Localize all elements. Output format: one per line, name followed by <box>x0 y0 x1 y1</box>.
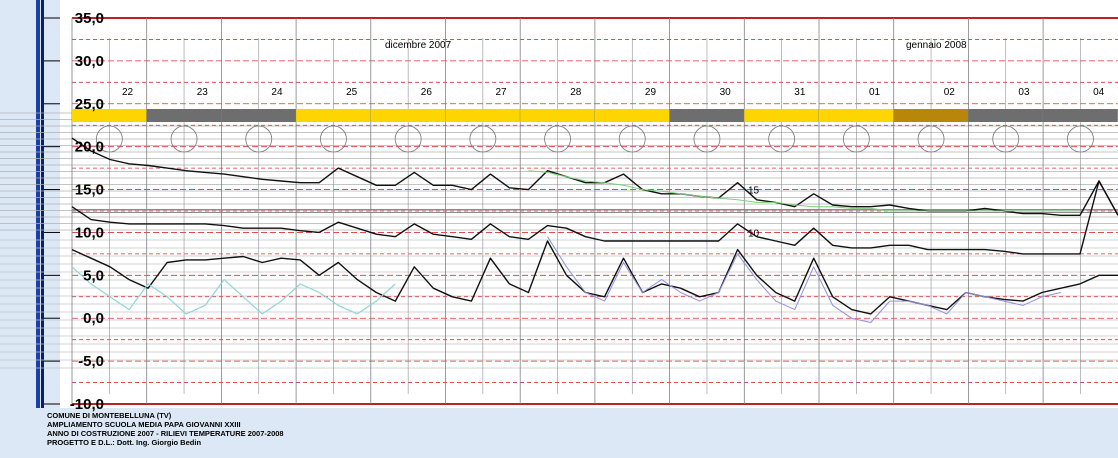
y-tick-label: -5,0 <box>78 353 104 370</box>
y-tick-label: 25,0 <box>75 96 104 113</box>
day-label: 01 <box>869 87 881 98</box>
day-status-bar <box>744 109 819 122</box>
day-marker-circle <box>394 125 422 153</box>
day-marker-circle <box>95 125 123 153</box>
day-marker-circle <box>1067 125 1094 153</box>
day-marker-circle <box>170 125 198 153</box>
series-line <box>71 180 1118 255</box>
day-marker-circle <box>693 125 721 153</box>
footer-line-designer: PROGETTO E D.L.: Dott. Ing. Giorgio Bedi… <box>47 438 202 447</box>
series-line <box>71 266 396 315</box>
day-label: 04 <box>1093 87 1105 98</box>
footer-credits: COMUNE DI MONTEBELLUNA (TV) AMPLIAMENTO … <box>47 411 284 447</box>
footer-line-project: AMPLIAMENTO SCUOLA MEDIA PAPA GIOVANNI X… <box>47 420 241 429</box>
day-status-bar <box>968 109 1044 122</box>
month-label: gennaio 2008 <box>906 40 967 51</box>
reference-value-label: 10 <box>748 228 760 239</box>
series-line <box>528 170 1080 212</box>
y-tick-label: 30,0 <box>75 53 104 70</box>
day-marker-circle <box>544 125 571 153</box>
day-marker-circle <box>842 125 870 153</box>
series-line <box>547 236 1062 323</box>
day-status-bar <box>445 109 521 122</box>
day-marker-circle <box>245 125 273 153</box>
y-tick-label: 35,0 <box>75 10 104 27</box>
day-label: 02 <box>944 87 956 98</box>
day-status-bar <box>370 109 446 122</box>
day-label: 03 <box>1018 87 1030 98</box>
day-status-bar <box>146 109 222 122</box>
day-label: 24 <box>271 87 283 98</box>
day-label: 28 <box>570 87 582 98</box>
day-status-bar <box>893 109 969 122</box>
y-tick-label: -10,0 <box>70 396 104 413</box>
y-tick-label: 15,0 <box>75 182 104 199</box>
footer-line-survey: ANNO DI COSTRUZIONE 2007 - RILIEVI TEMPE… <box>47 429 284 438</box>
day-marker-circle <box>618 125 646 153</box>
day-label: 27 <box>496 87 508 98</box>
day-label: 22 <box>122 87 134 98</box>
y-tick-label: 20,0 <box>75 139 104 156</box>
day-status-bar <box>72 109 147 122</box>
day-marker-circle <box>992 125 1020 153</box>
day-label: 29 <box>645 87 657 98</box>
y-tick-label: 0,0 <box>83 310 104 327</box>
day-marker-circle <box>917 125 945 153</box>
day-status-bar <box>1043 109 1118 122</box>
day-marker-circle <box>320 125 347 153</box>
day-status-bar <box>819 109 894 122</box>
series-line <box>71 240 1118 315</box>
day-status-bar <box>669 109 745 122</box>
day-label: 25 <box>346 87 358 98</box>
y-tick-label: 10,0 <box>75 224 104 241</box>
y-tick-label: 5,0 <box>83 267 104 284</box>
day-status-bar <box>594 109 670 122</box>
day-marker-circle <box>768 125 796 153</box>
day-label: 30 <box>720 87 732 98</box>
day-label: 23 <box>197 87 209 98</box>
day-status-bar <box>520 109 595 122</box>
month-label: dicembre 2007 <box>385 40 452 51</box>
day-status-bar <box>221 109 297 122</box>
footer-line-municipality: COMUNE DI MONTEBELLUNA (TV) <box>47 411 172 420</box>
day-label: 31 <box>794 87 806 98</box>
day-status-bar <box>296 109 371 122</box>
reference-value-label: 15 <box>748 186 760 197</box>
day-marker-circle <box>469 125 497 153</box>
day-label: 26 <box>421 87 433 98</box>
